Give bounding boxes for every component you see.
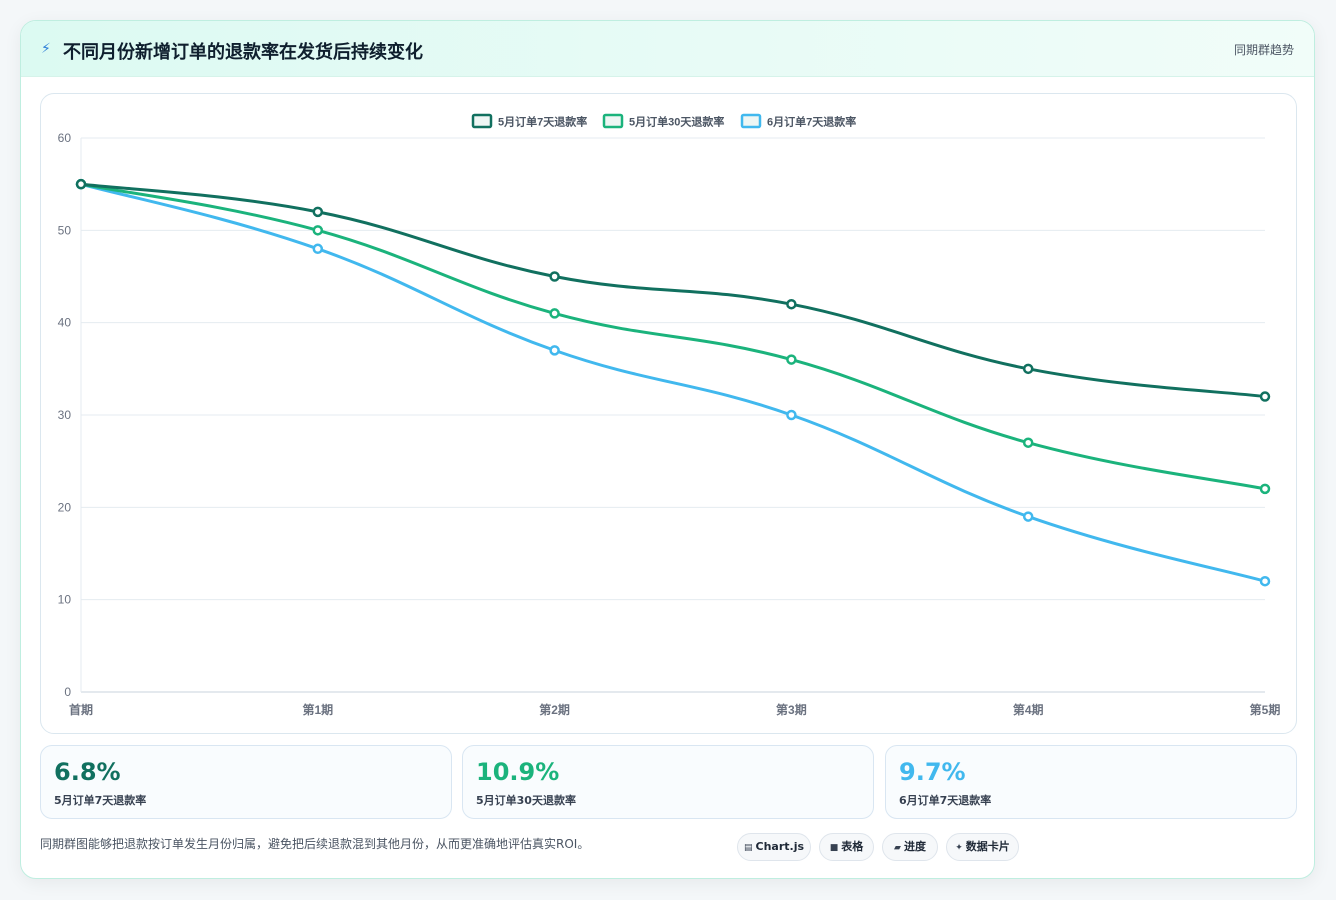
x-tick-label: 第4期 — [1013, 702, 1044, 717]
chart-icon: ▤ — [743, 843, 753, 853]
data-point-0 — [1022, 363, 1034, 375]
data-point-2 — [312, 243, 324, 255]
series-line-0 — [79, 182, 1267, 399]
table-icon: ■ — [829, 843, 839, 853]
chart-title: 不同月份新增订单的退款率在发货后持续变化 — [63, 42, 423, 63]
data-point-2 — [549, 345, 560, 356]
chart-type-tag: 同期群趋势 — [1233, 43, 1294, 57]
stat-label: 5月订单30天退款率 — [476, 794, 576, 807]
data-point-0 — [1259, 391, 1271, 402]
y-tick-label: 20 — [58, 500, 72, 514]
x-tick-label: 第1期 — [302, 702, 333, 717]
badge-data-card[interactable]: ✦ 数据卡片 — [946, 833, 1019, 861]
data-point-1 — [549, 308, 560, 319]
sparkle-icon: ✦ — [955, 843, 963, 853]
data-point-1 — [786, 354, 797, 365]
x-tick-label: 第5期 — [1250, 702, 1281, 717]
stat-value: 10.9% — [476, 758, 560, 786]
legend-swatch — [740, 113, 762, 129]
stat-label: 6月订单7天退款率 — [899, 794, 992, 807]
chart-card: ⚡ 不同月份新增订单的退款率在发货后持续变化 同期群趋势 0 10 20 30 40 50… — [20, 20, 1315, 879]
progress-icon: ▰ — [894, 843, 901, 853]
data-point-2 — [786, 409, 797, 421]
legend-label: 5月订单7天退款率 — [498, 115, 587, 129]
y-tick-label: 0 — [64, 685, 71, 699]
stat-label: 5月订单7天退款率 — [54, 794, 147, 807]
footnote: 同期群图能够把退款按订单发生月份归属，避免把后续退款混到其他月份，从而更准确地评… — [40, 837, 590, 851]
badge-label: 进度 — [903, 840, 926, 853]
stat-card-0: 6.8% 5月订单7天退款率 — [40, 745, 452, 819]
legend-label: 5月订单30天退款率 — [629, 115, 724, 129]
series-line-1 — [79, 182, 1267, 491]
y-tick-label: 30 — [58, 408, 72, 422]
legend-swatch — [471, 113, 493, 129]
card-header: ⚡ 不同月份新增订单的退款率在发货后持续变化 同期群趋势 — [21, 21, 1314, 77]
lightning-icon: ⚡ — [41, 41, 51, 57]
y-tick-label: 60 — [58, 131, 72, 145]
data-point-1 — [312, 225, 324, 236]
legend-label: 6月订单7天退款率 — [767, 115, 856, 129]
x-tick-label: 第3期 — [776, 702, 807, 717]
chart-area: 0 10 20 30 40 50 60 首期 第1期 第2期 第3期 第4期 第5期 5月订单7天退款率 5… — [40, 93, 1297, 734]
x-tick-label: 第2期 — [539, 702, 570, 717]
y-tick-label: 10 — [58, 593, 72, 607]
data-point-0 — [75, 178, 87, 190]
series-line-2 — [79, 182, 1267, 583]
y-tick-label: 50 — [58, 223, 72, 237]
stat-cards: 6.8% 5月订单7天退款率 10.9% 5月订单30天退款率 9.7% 6月订… — [40, 745, 1297, 819]
legend-swatch — [602, 113, 624, 129]
stat-value: 9.7% — [899, 758, 966, 786]
badge-chartjs[interactable]: ▤ Chart.js — [737, 833, 811, 861]
stat-value: 6.8% — [54, 758, 121, 786]
data-point-2 — [1022, 511, 1034, 522]
badge-label: 数据卡片 — [965, 840, 1010, 853]
badge-label: Chart.js — [755, 840, 805, 853]
data-point-1 — [1259, 483, 1271, 495]
badge-label: 表格 — [841, 840, 864, 853]
stat-card-2: 9.7% 6月订单7天退款率 — [885, 745, 1297, 819]
y-tick-label: 40 — [58, 316, 72, 330]
line-chart: 0 10 20 30 40 50 60 首期 第1期 第2期 第3期 第4期 第5期 5月订单7天退款率 5… — [58, 113, 1281, 717]
data-point-0 — [312, 206, 324, 218]
data-point-0 — [549, 271, 560, 282]
badge-table[interactable]: ■ 表格 — [819, 833, 874, 861]
stat-card-1: 10.9% 5月订单30天退款率 — [462, 745, 874, 819]
data-point-2 — [1259, 575, 1271, 587]
badge-progress[interactable]: ▰ 进度 — [882, 833, 938, 861]
data-point-0 — [786, 298, 797, 310]
x-tick-label: 首期 — [69, 702, 93, 717]
data-point-1 — [1022, 437, 1034, 448]
